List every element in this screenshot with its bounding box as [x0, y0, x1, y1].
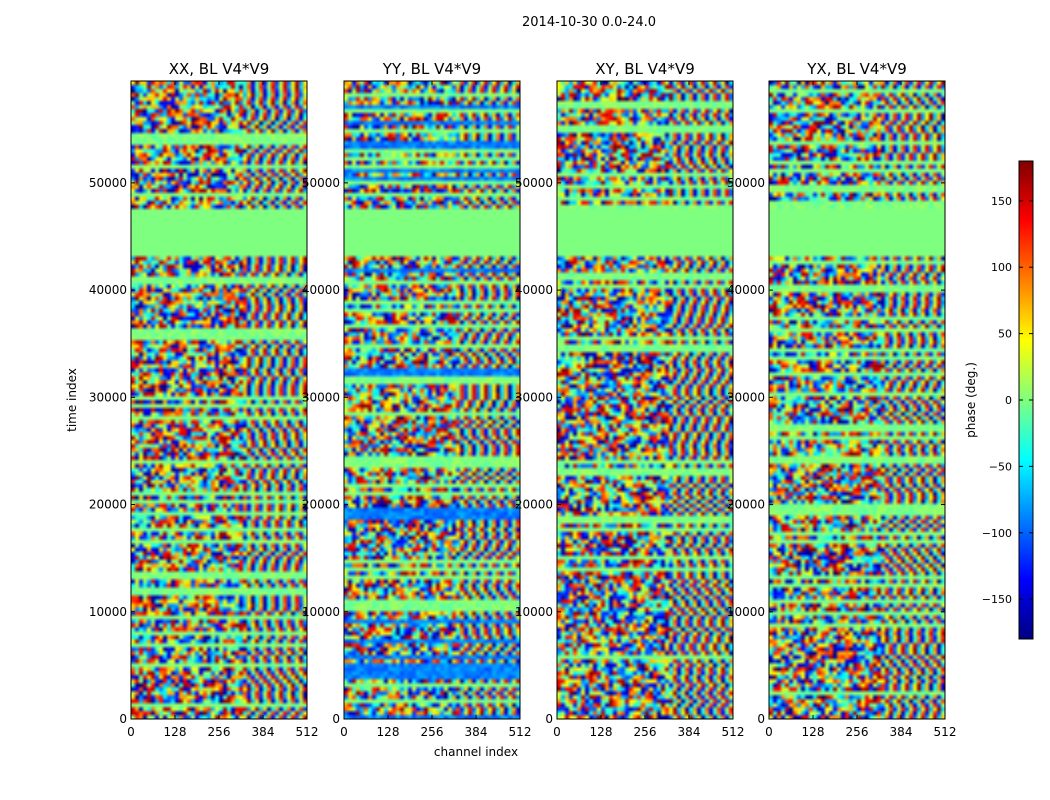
y-tick-label: 10000	[515, 605, 553, 619]
panel-title: XX, BL V4*V9	[169, 60, 270, 78]
x-tick-label: 512	[722, 725, 745, 739]
colorbar-gradient	[1019, 161, 1033, 639]
colorbar-label: phase (deg.)	[964, 362, 978, 438]
y-tick-label: 50000	[727, 176, 765, 190]
y-tick-label: 0	[119, 712, 127, 726]
y-tick-label: 30000	[89, 390, 127, 404]
y-tick-label: 40000	[89, 283, 127, 297]
x-tick-label: 128	[590, 725, 613, 739]
y-tick-label: 10000	[727, 605, 765, 619]
y-tick-label: 40000	[727, 283, 765, 297]
x-tick-label: 0	[765, 725, 773, 739]
x-tick-label: 512	[296, 725, 319, 739]
y-tick-label: 0	[332, 712, 340, 726]
colorbar-tick-label: 50	[998, 328, 1012, 341]
panel-2: XY, BL V4*V9 0 128 256 384 512 0 10000 20000 3000…	[515, 60, 745, 739]
x-tick-label: 0	[340, 725, 348, 739]
phase-heatmap	[131, 81, 307, 719]
y-tick-label: 0	[545, 712, 553, 726]
y-tick-label: 0	[757, 712, 765, 726]
x-axis-label: channel index	[434, 745, 518, 759]
x-tick-label: 256	[208, 725, 231, 739]
y-tick-label: 50000	[515, 176, 553, 190]
y-axis-label: time index	[65, 368, 79, 432]
heatmap-panels: XX, BL V4*V9 0 128 256 384 512 0 10000 20000 3000…	[89, 60, 957, 739]
colorbar-tick-label: −50	[989, 460, 1012, 473]
colorbar-tick-label: −100	[982, 527, 1012, 540]
y-tick-label: 40000	[302, 283, 340, 297]
x-tick-label: 384	[678, 725, 701, 739]
x-tick-label: 384	[465, 725, 488, 739]
x-tick-label: 256	[421, 725, 444, 739]
y-tick-label: 30000	[727, 390, 765, 404]
y-tick-label: 30000	[515, 390, 553, 404]
figure-title: 2014-10-30 0.0-24.0	[522, 15, 656, 30]
phase-heatmap	[769, 81, 945, 719]
x-tick-label: 256	[634, 725, 657, 739]
phase-heatmap	[344, 81, 520, 719]
panel-title: XY, BL V4*V9	[595, 60, 695, 78]
y-tick-label: 20000	[89, 498, 127, 512]
y-tick-label: 30000	[302, 390, 340, 404]
panel-3: YX, BL V4*V9 0 128 256 384 512 0 10000 20000 3000…	[727, 60, 957, 739]
y-tick-label: 50000	[89, 176, 127, 190]
x-tick-label: 512	[509, 725, 532, 739]
colorbar-tick-label: 100	[991, 261, 1012, 274]
x-tick-label: 384	[890, 725, 913, 739]
panel-1: YY, BL V4*V9 0 128 256 384 512 0 10000 20000 3000…	[302, 60, 532, 739]
y-tick-label: 50000	[302, 176, 340, 190]
y-tick-label: 40000	[515, 283, 553, 297]
x-tick-label: 256	[846, 725, 869, 739]
phase-heatmap	[557, 81, 733, 719]
x-tick-label: 128	[377, 725, 400, 739]
x-tick-label: 0	[127, 725, 135, 739]
panel-title: YX, BL V4*V9	[806, 60, 907, 78]
x-tick-label: 0	[553, 725, 561, 739]
x-tick-label: 128	[802, 725, 825, 739]
y-tick-label: 10000	[302, 605, 340, 619]
colorbar: −150 −100 −50 0 50 100 150 phase (deg.)	[964, 160, 1034, 640]
x-tick-label: 512	[934, 725, 957, 739]
y-tick-label: 20000	[727, 498, 765, 512]
panel-0: XX, BL V4*V9 0 128 256 384 512 0 10000 20000 3000…	[89, 60, 319, 739]
colorbar-tick-label: 0	[1005, 394, 1012, 407]
panel-title: YY, BL V4*V9	[382, 60, 481, 78]
y-tick-label: 10000	[89, 605, 127, 619]
y-tick-label: 20000	[515, 498, 553, 512]
x-tick-label: 128	[164, 725, 187, 739]
colorbar-tick-label: 150	[991, 195, 1012, 208]
x-tick-label: 384	[252, 725, 275, 739]
y-tick-label: 20000	[302, 498, 340, 512]
colorbar-tick-label: −150	[982, 593, 1012, 606]
